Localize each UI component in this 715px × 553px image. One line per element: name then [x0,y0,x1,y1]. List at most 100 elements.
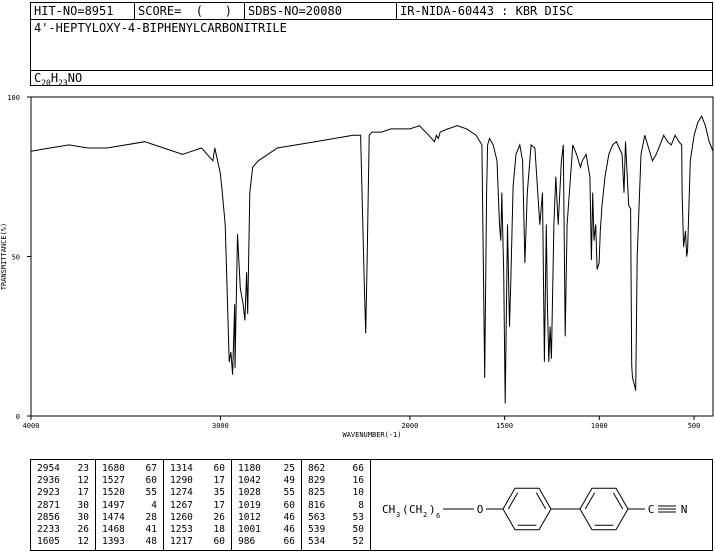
chart-series [30,114,714,404]
spectrum-point [644,135,646,136]
peak-wavenumber: 1253 [170,524,193,535]
spectrum-point [593,240,595,241]
peak-transmittance: 28 [145,511,157,523]
peak-wavenumber: 2954 [37,463,60,474]
spectrum-point [648,147,649,149]
peak-row: 563 53 [302,512,370,523]
score: SCORE= ( ) [135,3,245,19]
spectrum-point [68,144,70,146]
formula-subscript: 23 [58,78,68,88]
spectrum-point [515,154,517,155]
formula-subscript: 20 [41,78,51,88]
peak-column: 1680 67 1527 60 1520 55 1497 4 1474 28 1468 41 1393 4… [96,460,164,550]
peak-row: 1527 60 [96,475,163,486]
peak-row: 862 66 [302,463,370,474]
spectrum-point [681,192,683,193]
y-tick-label: 50 [12,254,20,262]
peak-wavenumber: 563 [308,511,326,523]
spectrum-point [234,304,235,305]
spectrum-point [87,147,89,149]
spectrum-point [681,144,682,146]
spectrum-point [314,141,316,142]
spectrum-point [232,374,233,375]
spectrum-point [228,361,230,363]
y-tick-label: 0 [16,413,20,421]
peak-transmittance: 23 [77,463,89,474]
peak-transmittance: 46 [283,524,295,535]
spectrum-point [592,192,593,193]
peak-row: 2233 26 [31,524,95,535]
nitrile-nitrogen: N [681,503,688,516]
repeat-count: 6 [436,512,440,520]
hit-number: HIT-NO=8951 [31,3,135,19]
molecular-formula: C20H23NO [31,70,712,88]
peak-transmittance: 8 [358,499,364,511]
spectrum-point [585,154,587,155]
compound-name: 4'-HEPTYLOXY-4-BIPHENYLCARBONITRILE [34,21,287,35]
spectrum-point [499,224,500,225]
peak-table: 2954 23 2936 12 2923 17 2871 30 2856 30 2233 26 1605… [30,459,371,551]
peak-transmittance: 10 [352,487,364,499]
spectrum-point [439,131,441,133]
spectrum-point [212,160,214,162]
peak-wavenumber: 1180 [238,463,261,474]
spectrum-point [106,147,108,149]
ch2-subscript: 2 [423,511,427,519]
peak-row: 1468 41 [96,524,163,535]
spectrum-point [371,131,373,133]
y-tick-label: 100 [7,94,20,102]
peak-wavenumber: 1527 [102,475,125,487]
peak-row: 2923 17 [31,487,95,498]
spectrum-point [507,224,508,225]
spectrum-point [686,256,687,257]
peak-row: 2954 23 [31,463,95,474]
spectrum-point [701,115,702,117]
spectrum-point [519,144,521,146]
peak-row: 2871 30 [31,500,95,511]
peak-wavenumber: 2856 [37,511,60,523]
formula-element: C [34,71,42,85]
peak-wavenumber: 1520 [102,487,125,499]
spectrum-point [267,154,269,155]
spectrum-point [491,141,492,142]
peak-row: 1253 18 [164,524,231,535]
peak-wavenumber: 1468 [102,524,125,535]
spectrum-point [237,233,238,235]
spectrum-point [201,147,202,149]
spectrum-point [436,135,437,136]
spectrum-point [640,154,642,155]
double-bond [507,492,519,510]
spectrum-point [674,135,676,136]
peak-wavenumber: 1605 [37,536,60,548]
peak-transmittance: 60 [213,463,225,474]
spectrum-point [604,176,606,178]
peak-transmittance: 60 [145,475,157,487]
peak-row: 1019 60 [232,500,301,511]
spectrum-point [277,147,278,149]
peak-row: 534 52 [302,536,370,547]
nitrile-carbon: C [648,503,655,516]
spectrum-point [522,160,523,162]
peak-wavenumber: 829 [308,475,326,487]
spectrum-point [447,128,449,130]
spectrum-point [712,150,714,152]
spectrum-point [616,141,617,142]
peak-transmittance: 30 [77,511,89,523]
peak-transmittance: 55 [145,487,157,499]
spectrum-point [249,192,251,193]
spectrum-point [206,154,208,155]
spectrum-point [687,249,688,251]
spectrum-point [428,135,430,136]
spectrum-point [527,192,528,193]
peak-row: 1314 60 [164,463,231,474]
spectrum-point [230,351,232,353]
spectrum-point [542,192,543,193]
spectrum-point [419,125,420,126]
peak-wavenumber: 1680 [102,463,125,474]
peak-transmittance: 60 [213,536,225,548]
spectrum-line [30,114,714,404]
peak-wavenumber: 1012 [238,511,261,523]
spectrum-header: HIT-NO=8951 SCORE= ( ) SDBS-NO=20080 IR-… [30,2,713,88]
peak-transmittance: 25 [283,463,295,474]
peak-transmittance: 48 [145,536,157,548]
